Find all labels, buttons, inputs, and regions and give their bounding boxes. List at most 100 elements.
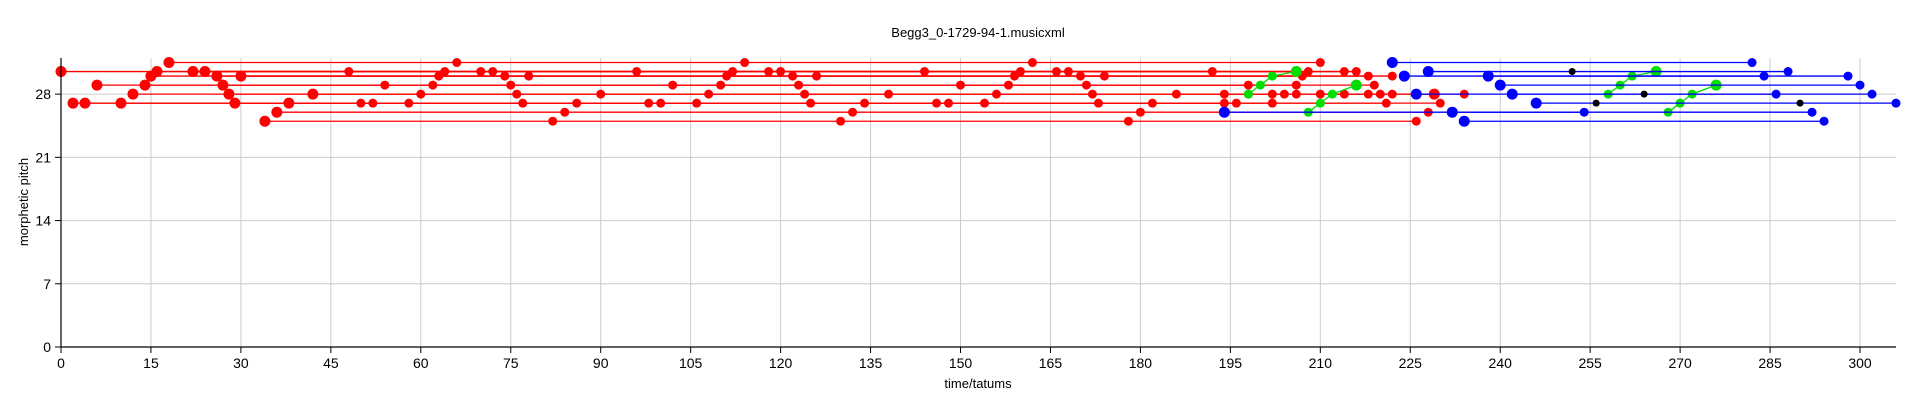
red-note-point <box>1369 80 1379 90</box>
red-note-point <box>271 106 283 118</box>
x-tick-label: 75 <box>503 355 519 371</box>
red-note-point <box>836 116 846 126</box>
y-tick-label: 0 <box>43 339 51 355</box>
x-tick-label: 135 <box>859 355 883 371</box>
green-note-point <box>1255 80 1265 90</box>
red-note-point <box>488 67 498 77</box>
x-tick-label: 30 <box>233 355 249 371</box>
blue-note-point <box>1506 88 1518 100</box>
red-note-point <box>740 58 750 68</box>
x-tick-label: 120 <box>769 355 793 371</box>
blue-note-point <box>1530 97 1542 109</box>
blue-note-point <box>1747 58 1757 68</box>
red-note-point <box>506 80 516 90</box>
green-connected-line <box>1247 70 1297 95</box>
blue-note-point <box>1482 70 1494 82</box>
red-note-point <box>1363 89 1373 99</box>
red-note-point <box>67 97 79 109</box>
green-note-point <box>1315 98 1325 108</box>
black-note-point <box>1592 99 1600 107</box>
x-tick-label: 15 <box>143 355 159 371</box>
red-note-point <box>452 58 462 68</box>
red-note-point <box>776 67 786 77</box>
green-note-point <box>1350 79 1362 91</box>
x-tick-label: 300 <box>1848 355 1872 371</box>
blue-note-point <box>1458 115 1470 127</box>
blue-note-point <box>1398 70 1410 82</box>
red-note-point <box>217 79 229 91</box>
red-note-point <box>596 89 606 99</box>
red-note-point <box>1351 67 1361 77</box>
red-note-point <box>572 98 582 108</box>
red-note-point <box>1147 98 1157 108</box>
black-note-point <box>1640 90 1648 98</box>
red-note-point <box>151 66 163 78</box>
x-tick-label: 60 <box>413 355 429 371</box>
red-note-point <box>259 115 271 127</box>
x-tick-label: 225 <box>1399 355 1423 371</box>
blue-note-point <box>1494 79 1506 91</box>
blue-note-point <box>1819 116 1829 126</box>
x-tick-label: 165 <box>1039 355 1063 371</box>
blue-note-point <box>1218 106 1230 118</box>
red-note-point <box>79 97 91 109</box>
grid-lines <box>61 58 1896 347</box>
red-note-point <box>139 79 151 91</box>
green-note-point <box>1290 66 1302 78</box>
x-tick-label: 285 <box>1758 355 1782 371</box>
red-note-point <box>860 98 870 108</box>
red-note-point <box>211 70 223 82</box>
red-note-point <box>187 66 199 78</box>
red-note-point <box>848 107 858 117</box>
blue-note-point <box>1867 89 1877 99</box>
red-note-point <box>163 57 175 69</box>
red-note-point <box>1435 98 1445 108</box>
blue-note-point <box>1446 106 1458 118</box>
red-note-point <box>1267 89 1277 99</box>
x-tick-label: 240 <box>1489 355 1513 371</box>
blue-note-point <box>1855 80 1865 90</box>
red-note-point <box>1027 58 1037 68</box>
green-connected-line <box>1667 84 1717 113</box>
x-tick-label: 210 <box>1309 355 1333 371</box>
green-connected-line <box>1307 84 1357 113</box>
axes <box>60 58 1896 348</box>
black-note-point <box>1568 68 1576 76</box>
red-note-point <box>1219 89 1229 99</box>
red-note-point <box>1315 58 1325 68</box>
red-note-point <box>115 97 127 109</box>
blue-note-point <box>1891 98 1901 108</box>
blue-note-point <box>1807 107 1817 117</box>
red-note-point <box>1315 89 1325 99</box>
red-note-point <box>223 88 235 100</box>
x-tick-label: 45 <box>323 355 339 371</box>
red-note-point <box>229 97 241 109</box>
x-tick-label: 150 <box>949 355 973 371</box>
data-layer <box>55 57 1901 127</box>
red-note-point <box>1387 89 1397 99</box>
red-note-point <box>235 70 247 82</box>
green-note-point <box>1267 71 1277 81</box>
red-note-point <box>127 88 139 100</box>
green-note-point <box>1327 89 1337 99</box>
chart-title: Begg3_0-1729-94-1.musicxml <box>891 25 1065 40</box>
x-tick-label: 270 <box>1668 355 1692 371</box>
blue-note-point <box>1843 71 1853 81</box>
red-note-point <box>884 89 894 99</box>
red-note-point <box>524 71 534 81</box>
red-note-point <box>1135 107 1145 117</box>
red-note-point <box>283 97 295 109</box>
y-axis-title: morphetic pitch <box>16 158 31 246</box>
x-tick-label: 195 <box>1219 355 1243 371</box>
red-note-point <box>1123 116 1133 126</box>
blue-note-point <box>1386 57 1398 69</box>
red-note-point <box>199 66 211 78</box>
x-tick-label: 180 <box>1129 355 1153 371</box>
red-note-point <box>1411 116 1421 126</box>
x-tick-label: 0 <box>57 355 65 371</box>
y-tick-label: 7 <box>43 276 51 292</box>
red-note-point <box>812 71 822 81</box>
red-note-point <box>560 107 570 117</box>
red-note-point <box>1171 89 1181 99</box>
black-note-point <box>1796 99 1804 107</box>
